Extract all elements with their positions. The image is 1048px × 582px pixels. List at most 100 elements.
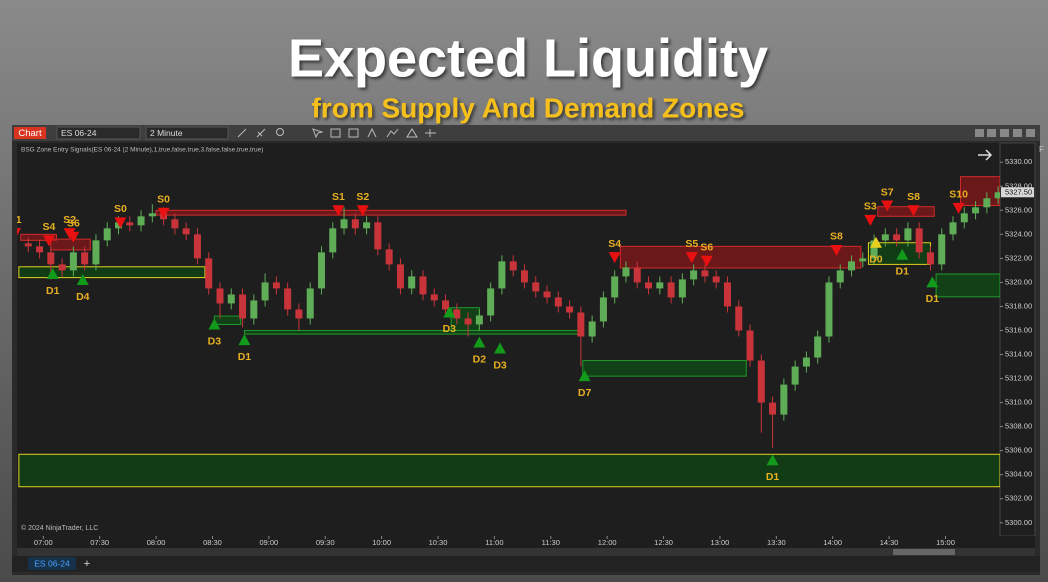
instrument-select[interactable] <box>56 126 141 140</box>
signal-label: D3 <box>493 359 507 371</box>
signal-label: D1 <box>46 285 60 297</box>
candle-body <box>69 252 77 271</box>
candle-body <box>374 222 382 250</box>
signal-marker <box>114 217 127 229</box>
x-tick-label: 15:00 <box>936 538 955 547</box>
signal-marker <box>830 244 843 256</box>
candle-body <box>24 243 32 247</box>
signal-marker <box>238 334 251 346</box>
instrument-label[interactable]: ES 06-24 <box>61 128 97 138</box>
candle-body <box>126 222 134 226</box>
candle-body <box>870 240 878 259</box>
y-tick-label: 5302.00 <box>1005 494 1032 503</box>
candle-body <box>114 222 122 229</box>
candle-body <box>825 282 833 337</box>
candle-body <box>836 270 844 283</box>
add-tab[interactable]: + <box>84 558 90 570</box>
candle-body <box>994 192 1000 199</box>
toolbar-icons[interactable] <box>237 127 436 139</box>
signal-label: D1 <box>896 266 910 278</box>
candle-body <box>599 297 607 322</box>
signal-label: S8 <box>830 231 843 243</box>
x-tick-label: 12:00 <box>598 538 617 547</box>
last-price-box <box>1001 187 1034 198</box>
zone <box>935 273 1000 298</box>
candle-body <box>329 228 337 253</box>
zone <box>18 453 1000 488</box>
candle-body <box>216 288 224 304</box>
candle-body <box>712 276 720 283</box>
candle-body <box>47 252 55 265</box>
zone <box>960 176 1000 206</box>
candle-body <box>295 309 303 319</box>
interval-select[interactable] <box>145 126 229 140</box>
y-tick-label: 5300.00 <box>1005 518 1032 527</box>
candle-body <box>464 318 472 325</box>
signal-marker <box>869 236 882 248</box>
signal-label: D0 <box>869 254 883 266</box>
signal-label: S6 <box>67 218 80 230</box>
candle-body <box>306 288 314 319</box>
signal-marker <box>443 306 456 318</box>
candle-body <box>340 219 348 229</box>
scroll-thumb[interactable] <box>893 549 955 555</box>
candle-body <box>588 321 596 337</box>
candle-body <box>193 234 201 259</box>
y-tick-label: 5316.00 <box>1005 325 1032 334</box>
x-tick-label: 07:30 <box>90 538 109 547</box>
signal-label: S6 <box>700 242 713 254</box>
subtitle: from Supply And Demand Zones <box>312 92 745 123</box>
scroll-arrow[interactable] <box>978 149 993 161</box>
candle-body <box>58 264 66 271</box>
window-buttons[interactable] <box>975 129 1035 137</box>
candle-body <box>859 258 867 262</box>
signal-marker <box>67 231 80 243</box>
candle-body <box>385 249 393 265</box>
candle-body <box>487 288 495 316</box>
y-tick-label: 5310.00 <box>1005 398 1032 407</box>
zone <box>50 238 91 251</box>
edge-label: F <box>1039 145 1044 154</box>
scrollbar[interactable] <box>17 548 1035 556</box>
candle-body <box>723 282 731 307</box>
toolbar <box>12 125 1040 141</box>
signal-label: D1 <box>926 293 940 305</box>
interval-label[interactable]: 2 Minute <box>150 128 183 138</box>
chart-button-label[interactable]: Chart <box>18 128 42 139</box>
candle-body <box>645 282 653 289</box>
signal-label: S0 <box>114 203 127 215</box>
zone <box>20 233 57 241</box>
candle-body <box>938 234 946 265</box>
candle-body <box>250 300 258 319</box>
candle-body <box>430 294 438 301</box>
candle-body <box>780 384 788 415</box>
candle-body <box>442 300 450 310</box>
signal-label: S5 <box>685 238 698 250</box>
y-tick-label: 5326.00 <box>1005 205 1032 214</box>
tab-label[interactable]: ES 06-24 <box>34 558 70 568</box>
x-tick-label: 12:30 <box>654 538 673 547</box>
signal-label: D1 <box>238 351 252 363</box>
y-tick-label: 5322.00 <box>1005 253 1032 262</box>
x-tick-label: 08:30 <box>203 538 222 547</box>
signal-marker <box>332 205 345 217</box>
signal-marker <box>685 252 698 264</box>
candle-body <box>396 264 404 289</box>
chart-button[interactable] <box>14 127 46 139</box>
candle-body <box>960 213 968 223</box>
candle-body <box>36 246 44 253</box>
tab[interactable] <box>28 557 76 570</box>
zone <box>877 206 935 217</box>
copyright: © 2024 NinjaTrader, LLC <box>21 524 98 532</box>
signal-marker <box>896 248 909 260</box>
candle-body <box>498 261 506 289</box>
candle-body <box>239 294 247 319</box>
plot: S1S4S2S6S0S0S1S2S4S5S6S8S3S7S8S10D1D4D3D… <box>17 176 1000 488</box>
candle-body <box>272 282 280 289</box>
candle-body <box>633 267 641 283</box>
x-tick-label: 13:00 <box>711 538 730 547</box>
candle-body <box>904 228 912 241</box>
signal-marker <box>700 255 713 267</box>
y-tick-label: 5304.00 <box>1005 470 1032 479</box>
y-tick-label: 5314.00 <box>1005 350 1032 359</box>
